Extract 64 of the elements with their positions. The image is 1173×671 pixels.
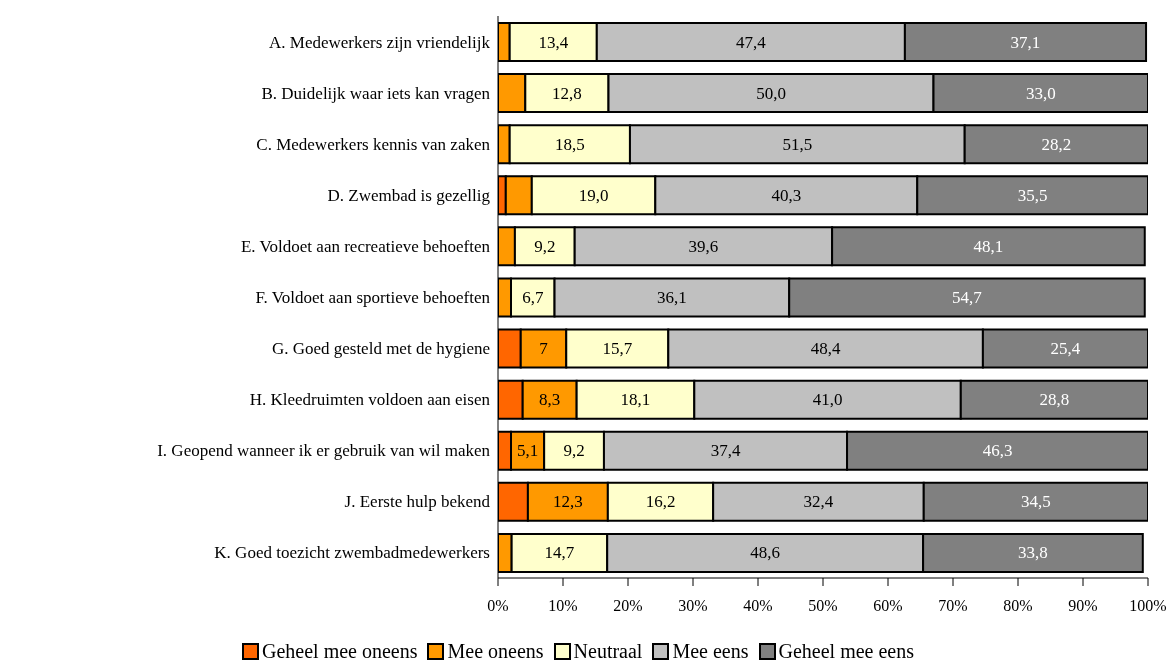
- x-tick-label: 50%: [808, 597, 838, 615]
- x-tick-label: 70%: [938, 597, 968, 615]
- data-label: 46,3: [982, 441, 1013, 461]
- y-tick-label: E. Voldoet aan recreatieve behoeften: [240, 236, 491, 256]
- data-label: 9,2: [534, 236, 556, 256]
- data-label: 13,4: [538, 32, 569, 52]
- y-tick-label: D. Zwembad is gezellig: [327, 185, 491, 205]
- x-tick-label: 100%: [1129, 597, 1167, 615]
- data-label: 34,5: [1021, 492, 1051, 512]
- data-label: 8,3: [539, 390, 561, 410]
- y-tick-label: K. Goed toezicht zwembadmedewerkers: [214, 543, 490, 563]
- data-label: 37,4: [710, 441, 741, 461]
- data-label: 35,5: [1017, 185, 1048, 205]
- x-tick-label: 90%: [1068, 597, 1098, 615]
- data-label: 48,4: [810, 339, 841, 359]
- data-label: 48,6: [750, 543, 781, 563]
- data-label: 28,2: [1041, 134, 1072, 154]
- data-label: 28,8: [1039, 390, 1070, 410]
- y-tick-label: F. Voldoet aan sportieve behoeften: [255, 288, 491, 308]
- y-tick-label: B. Duidelijk waar iets kan vragen: [261, 83, 491, 103]
- data-label: 39,6: [688, 236, 719, 256]
- data-label: 9,2: [563, 441, 585, 461]
- data-label: 33,0: [1025, 83, 1056, 103]
- legend-label: Mee eens: [672, 640, 749, 663]
- x-tick-label: 0%: [487, 597, 509, 615]
- data-label: 5,1: [516, 441, 539, 461]
- x-tick-label: 40%: [743, 597, 773, 615]
- data-label: 6,7: [522, 287, 544, 307]
- data-label: 33,8: [1018, 543, 1048, 563]
- data-label: 19,0: [578, 185, 609, 205]
- data-label: 7: [539, 339, 549, 359]
- data-label: 40,3: [771, 185, 802, 205]
- data-label: 18,5: [554, 134, 585, 154]
- data-label: 41,0: [812, 390, 843, 410]
- data-label: 16,2: [645, 492, 676, 512]
- data-label: 25,4: [1050, 339, 1081, 359]
- data-label: 14,7: [544, 543, 575, 563]
- data-label: 54,7: [952, 287, 983, 307]
- legend-label: Geheel mee eens: [778, 640, 914, 663]
- data-label: 51,5: [782, 134, 813, 154]
- x-tick-label: 10%: [548, 597, 578, 615]
- x-tick-label: 60%: [873, 597, 903, 615]
- data-label: 12,8: [552, 83, 582, 103]
- x-tick-label: 20%: [613, 597, 643, 615]
- y-tick-label: I. Geopend wanneer ik er gebruik van wil maken: [157, 441, 491, 461]
- data-label: 50,0: [756, 83, 786, 103]
- y-tick-label: J. Eerste hulp bekend: [344, 492, 491, 512]
- legend-label: Geheel mee oneens: [262, 640, 418, 663]
- x-tick-label: 80%: [1003, 597, 1033, 615]
- data-label: 47,4: [735, 32, 767, 52]
- legend-label: Neutraal: [573, 640, 643, 663]
- y-tick-label: C. Medewerkers kennis van zaken: [256, 134, 491, 154]
- data-label: 48,1: [973, 236, 1004, 256]
- legend-label: Mee oneens: [447, 640, 544, 663]
- data-label: 36,1: [657, 287, 687, 307]
- data-label: 37,1: [1010, 32, 1041, 52]
- y-tick-label: H. Kleedruimten voldoen aan eisen: [249, 390, 491, 410]
- data-label: 15,7: [602, 339, 633, 359]
- y-tick-label: A. Medewerkers zijn vriendelijk: [269, 32, 491, 52]
- y-tick-label: G. Goed gesteld met de hygiene: [271, 339, 490, 359]
- data-label: 32,4: [803, 492, 834, 512]
- data-label: 12,3: [553, 492, 583, 512]
- x-tick-label: 30%: [678, 597, 708, 615]
- data-label: 18,1: [620, 390, 651, 410]
